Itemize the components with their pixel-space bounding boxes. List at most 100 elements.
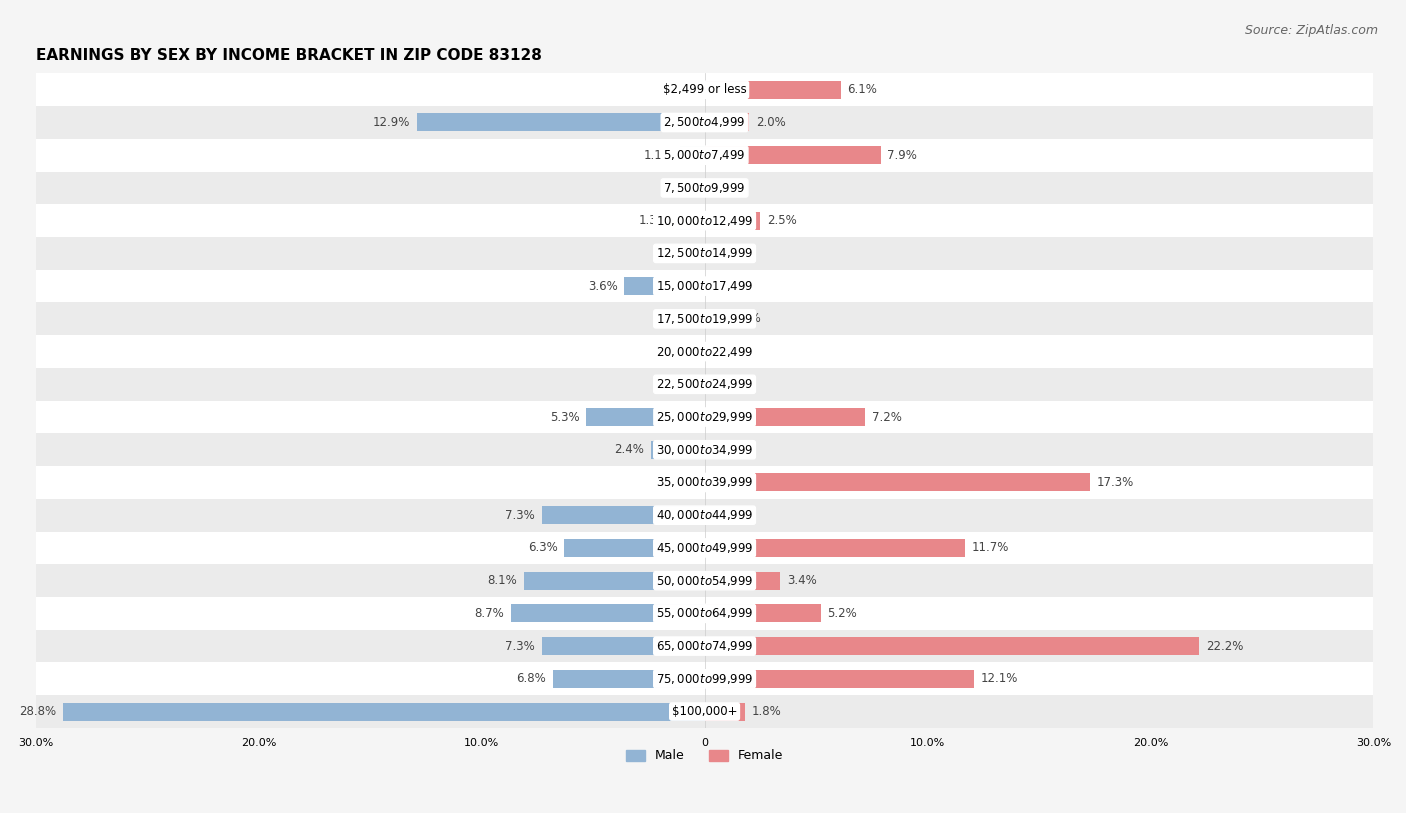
Text: 7.9%: 7.9% [887, 149, 917, 162]
Text: 0.0%: 0.0% [711, 247, 741, 260]
Text: 0.0%: 0.0% [668, 83, 697, 96]
Text: 12.1%: 12.1% [981, 672, 1018, 685]
Bar [651, 441, 704, 459]
Text: 0.0%: 0.0% [711, 509, 741, 522]
Text: 12.9%: 12.9% [373, 116, 411, 129]
Bar [704, 637, 1199, 655]
Bar [524, 572, 704, 589]
Bar [35, 433, 1374, 466]
Text: 0.0%: 0.0% [668, 247, 697, 260]
Text: $75,000 to $99,999: $75,000 to $99,999 [655, 672, 754, 686]
Text: $50,000 to $54,999: $50,000 to $54,999 [655, 574, 754, 588]
Legend: Male, Female: Male, Female [621, 745, 789, 767]
Text: 1.3%: 1.3% [640, 214, 669, 227]
Bar [624, 277, 704, 295]
Bar [35, 597, 1374, 630]
Text: 1.1%: 1.1% [644, 149, 673, 162]
Bar [35, 630, 1374, 663]
Text: 0.0%: 0.0% [668, 378, 697, 391]
Text: 3.6%: 3.6% [588, 280, 617, 293]
Text: 5.3%: 5.3% [550, 411, 579, 424]
Text: $2,499 or less: $2,499 or less [662, 83, 747, 96]
Text: 8.1%: 8.1% [488, 574, 517, 587]
Text: 2.5%: 2.5% [768, 214, 797, 227]
Text: 0.0%: 0.0% [711, 181, 741, 194]
Text: 2.4%: 2.4% [614, 443, 644, 456]
Text: 7.3%: 7.3% [505, 640, 536, 653]
Bar [35, 237, 1374, 270]
Bar [35, 204, 1374, 237]
Text: $65,000 to $74,999: $65,000 to $74,999 [655, 639, 754, 653]
Text: 2.0%: 2.0% [756, 116, 786, 129]
Bar [564, 539, 704, 557]
Bar [541, 637, 704, 655]
Text: 7.3%: 7.3% [505, 509, 536, 522]
Text: $22,500 to $24,999: $22,500 to $24,999 [655, 377, 754, 391]
Text: $15,000 to $17,499: $15,000 to $17,499 [655, 279, 754, 293]
Text: 6.1%: 6.1% [848, 83, 877, 96]
Bar [541, 506, 704, 524]
Bar [704, 572, 780, 589]
Bar [681, 146, 704, 164]
Bar [704, 670, 974, 688]
Bar [35, 368, 1374, 401]
Text: $55,000 to $64,999: $55,000 to $64,999 [655, 606, 754, 620]
Bar [35, 270, 1374, 302]
Text: 0.0%: 0.0% [711, 280, 741, 293]
Bar [510, 604, 704, 623]
Bar [704, 114, 749, 132]
Bar [62, 702, 704, 720]
Bar [35, 564, 1374, 597]
Bar [35, 107, 1374, 139]
Bar [418, 114, 704, 132]
Bar [35, 695, 1374, 728]
Bar [35, 302, 1374, 335]
Text: 0.0%: 0.0% [711, 443, 741, 456]
Bar [704, 539, 966, 557]
Text: 0.0%: 0.0% [668, 181, 697, 194]
Bar [35, 73, 1374, 107]
Text: 0.0%: 0.0% [711, 345, 741, 358]
Text: $35,000 to $39,999: $35,000 to $39,999 [655, 476, 754, 489]
Bar [704, 80, 841, 98]
Text: $40,000 to $44,999: $40,000 to $44,999 [655, 508, 754, 522]
Bar [35, 139, 1374, 172]
Text: 28.8%: 28.8% [18, 705, 56, 718]
Text: $45,000 to $49,999: $45,000 to $49,999 [655, 541, 754, 555]
Text: $10,000 to $12,499: $10,000 to $12,499 [655, 214, 754, 228]
Text: 1.8%: 1.8% [751, 705, 782, 718]
Bar [704, 310, 724, 328]
Text: $30,000 to $34,999: $30,000 to $34,999 [655, 443, 754, 457]
Bar [35, 335, 1374, 368]
Text: 6.3%: 6.3% [527, 541, 557, 554]
Text: Source: ZipAtlas.com: Source: ZipAtlas.com [1244, 24, 1378, 37]
Bar [35, 401, 1374, 433]
Text: 17.3%: 17.3% [1097, 476, 1135, 489]
Text: 11.7%: 11.7% [972, 541, 1010, 554]
Text: $25,000 to $29,999: $25,000 to $29,999 [657, 410, 754, 424]
Text: 5.2%: 5.2% [827, 606, 856, 620]
Bar [704, 473, 1090, 492]
Bar [704, 702, 745, 720]
Bar [586, 408, 704, 426]
Bar [676, 211, 704, 229]
Bar [553, 670, 704, 688]
Text: 7.2%: 7.2% [872, 411, 901, 424]
Text: EARNINGS BY SEX BY INCOME BRACKET IN ZIP CODE 83128: EARNINGS BY SEX BY INCOME BRACKET IN ZIP… [35, 47, 541, 63]
Bar [704, 211, 761, 229]
Bar [35, 172, 1374, 204]
Text: 3.4%: 3.4% [787, 574, 817, 587]
Bar [35, 532, 1374, 564]
Text: 0.0%: 0.0% [711, 378, 741, 391]
Bar [704, 146, 880, 164]
Text: 8.7%: 8.7% [474, 606, 503, 620]
Text: 0.9%: 0.9% [731, 312, 761, 325]
Text: $7,500 to $9,999: $7,500 to $9,999 [664, 181, 745, 195]
Text: 6.8%: 6.8% [516, 672, 547, 685]
Text: 0.0%: 0.0% [668, 312, 697, 325]
Text: 0.0%: 0.0% [668, 345, 697, 358]
Text: $5,000 to $7,499: $5,000 to $7,499 [664, 148, 745, 163]
Bar [704, 408, 865, 426]
Bar [35, 466, 1374, 499]
Bar [35, 663, 1374, 695]
